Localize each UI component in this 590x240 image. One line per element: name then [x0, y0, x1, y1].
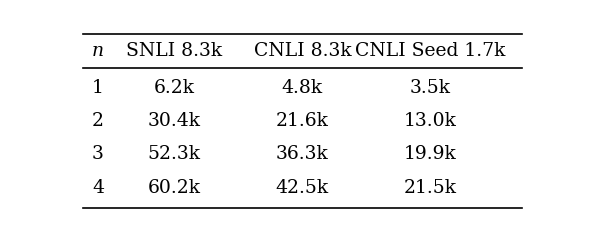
Text: 19.9k: 19.9k [404, 145, 457, 163]
Text: 42.5k: 42.5k [276, 179, 329, 197]
Text: 30.4k: 30.4k [148, 112, 201, 130]
Text: 60.2k: 60.2k [148, 179, 201, 197]
Text: CNLI Seed 1.7k: CNLI Seed 1.7k [355, 42, 506, 60]
Text: 52.3k: 52.3k [148, 145, 201, 163]
Text: 1: 1 [92, 79, 104, 97]
Text: n: n [92, 42, 104, 60]
Text: 4.8k: 4.8k [282, 79, 323, 97]
Text: SNLI 8.3k: SNLI 8.3k [126, 42, 222, 60]
Text: 4: 4 [92, 179, 104, 197]
Text: 6.2k: 6.2k [154, 79, 195, 97]
Text: 3: 3 [92, 145, 104, 163]
Text: 13.0k: 13.0k [404, 112, 457, 130]
Text: 21.6k: 21.6k [276, 112, 329, 130]
Text: CNLI 8.3k: CNLI 8.3k [254, 42, 351, 60]
Text: 36.3k: 36.3k [276, 145, 329, 163]
Text: 2: 2 [92, 112, 104, 130]
Text: 3.5k: 3.5k [410, 79, 451, 97]
Text: 21.5k: 21.5k [404, 179, 457, 197]
